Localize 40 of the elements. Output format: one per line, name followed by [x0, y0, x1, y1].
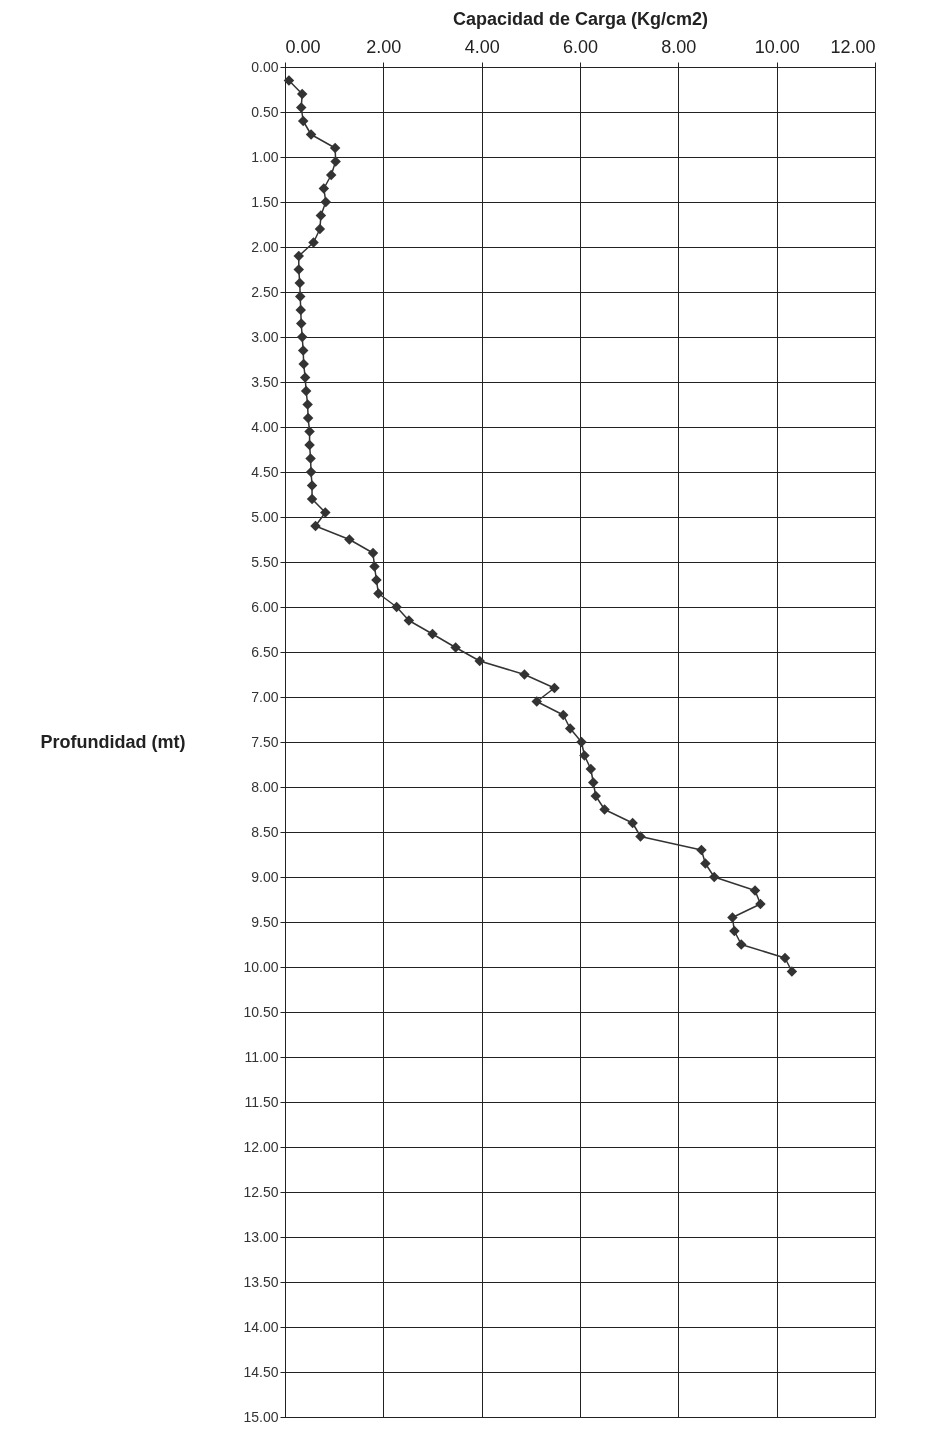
y-tick-label: 12.00 — [243, 1138, 279, 1155]
x-tick-label: 4.00 — [464, 36, 500, 57]
y-tick-label: 1.50 — [251, 193, 279, 210]
y-tick-label: 13.00 — [243, 1228, 279, 1245]
y-tick-label: 2.00 — [251, 238, 279, 255]
y-tick-label: 8.50 — [251, 823, 279, 840]
y-tick-label: 3.50 — [251, 373, 279, 390]
y-tick-label: 12.50 — [243, 1183, 279, 1200]
y-tick-label: 15.00 — [243, 1408, 279, 1425]
y-tick-label: 7.50 — [251, 733, 279, 750]
y-tick-label: 14.00 — [243, 1318, 279, 1335]
y-tick-label: 10.50 — [243, 1003, 279, 1020]
y-tick-label: 13.50 — [243, 1273, 279, 1290]
y-tick-label: 8.00 — [251, 778, 279, 795]
x-tick-label: 2.00 — [366, 36, 402, 57]
y-tick-label: 6.50 — [251, 643, 279, 660]
x-tick-label: 12.00 — [830, 36, 876, 57]
y-tick-label: 0.00 — [251, 58, 279, 75]
y-tick-label: 1.00 — [251, 148, 279, 165]
y-tick-label: 4.50 — [251, 463, 279, 480]
x-tick-label: 6.00 — [562, 36, 599, 57]
x-tick-label: 0.00 — [285, 36, 321, 57]
y-tick-label: 11.00 — [244, 1048, 279, 1065]
y-tick-label: 11.50 — [244, 1093, 279, 1110]
y-tick-label: 7.00 — [251, 688, 279, 705]
y-tick-label: 6.00 — [251, 598, 279, 615]
x-tick-label: 10.00 — [754, 36, 800, 57]
y-tick-label: 9.50 — [251, 913, 279, 930]
y-tick-label: 5.50 — [251, 553, 279, 570]
y-tick-label: 4.00 — [251, 418, 279, 435]
y-tick-label: 9.00 — [251, 868, 279, 885]
y-tick-label: 3.00 — [251, 328, 279, 345]
y-tick-label: 0.50 — [251, 103, 279, 120]
y-tick-label: 14.50 — [243, 1363, 279, 1380]
y-tick-label: 2.50 — [251, 283, 279, 300]
y-tick-label: 5.00 — [251, 508, 279, 525]
x-axis-title: Capacidad de Carga (Kg/cm2) — [452, 8, 709, 29]
y-axis-title: Profundidad (mt) — [40, 731, 186, 752]
x-tick-label: 8.00 — [661, 36, 697, 57]
y-tick-label: 10.00 — [243, 958, 279, 975]
